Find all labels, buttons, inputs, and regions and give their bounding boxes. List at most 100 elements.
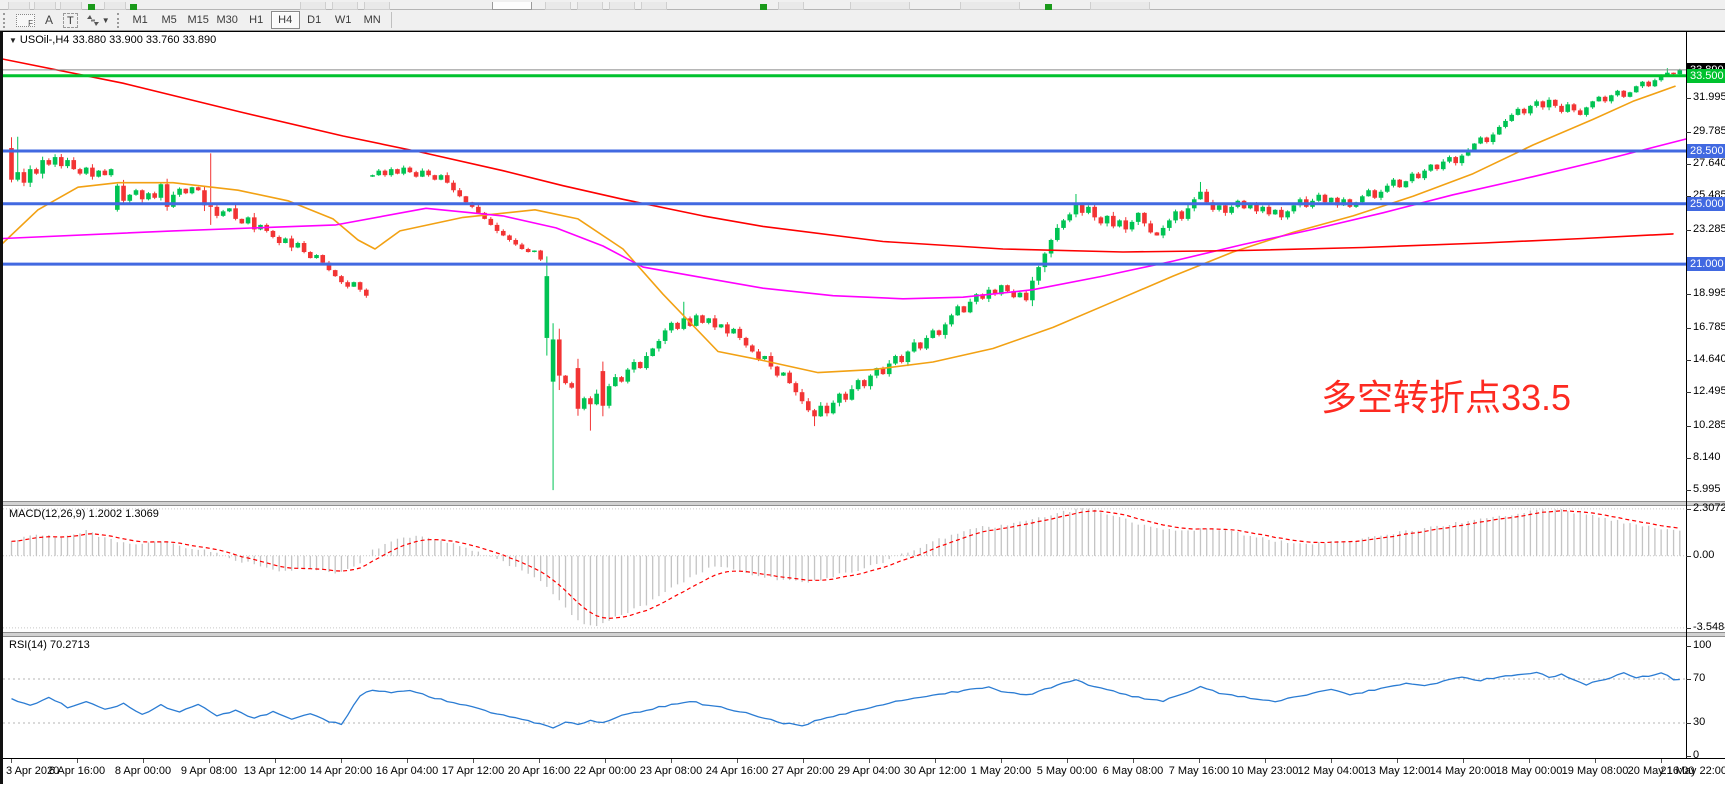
time-tick xyxy=(671,759,672,763)
cut-green-icon xyxy=(130,4,137,10)
candlestick-chart[interactable] xyxy=(3,32,1725,501)
cut-button xyxy=(960,2,1020,10)
price-tick-label: 29.785 xyxy=(1693,124,1725,137)
axis-tick xyxy=(1686,425,1691,427)
toolbar-grip[interactable] xyxy=(3,12,8,28)
axis-tick xyxy=(1686,294,1691,296)
timeframe-button-m15[interactable]: M15 xyxy=(187,14,209,26)
time-tick xyxy=(1595,759,1596,763)
cut-green-icon xyxy=(760,4,767,10)
time-tick-label: 7 May 16:00 xyxy=(1168,765,1230,777)
cut-button xyxy=(850,2,910,10)
time-tick-label: 21 May 22:00 xyxy=(1660,765,1725,777)
time-tick xyxy=(539,759,540,763)
level-price-label: 28.500 xyxy=(1687,144,1725,159)
cut-green-icon xyxy=(88,4,95,10)
style-button[interactable]: ▼ xyxy=(82,11,114,29)
cut-button xyxy=(8,2,30,10)
axis-tick xyxy=(1686,646,1691,647)
timeframe-button-h4[interactable]: H4 xyxy=(270,11,300,29)
price-chart-panel[interactable]: ▼ USOil-,H4 33.880 33.900 33.760 33.890 多… xyxy=(3,32,1725,501)
macd-header: MACD(12,26,9) 1.2002 1.3069 xyxy=(9,508,159,520)
cut-button xyxy=(778,2,804,10)
toolbar-separator xyxy=(390,12,392,28)
time-tick xyxy=(77,759,78,763)
timeframe-button-d1[interactable]: D1 xyxy=(307,14,322,26)
chart-title: USOil-,H4 33.880 33.900 33.760 33.890 xyxy=(19,34,217,46)
price-tick-label: 0 xyxy=(1693,749,1700,761)
font-button[interactable]: A xyxy=(39,11,59,29)
price-tick-label: 16.785 xyxy=(1693,320,1725,333)
level-price-label: 25.000 xyxy=(1687,196,1725,211)
price-tick-label: 70 xyxy=(1693,672,1706,684)
cut-button xyxy=(104,2,126,10)
timeframe-button-h1[interactable]: H1 xyxy=(249,14,264,26)
time-tick xyxy=(803,759,804,763)
time-tick-label: 20 Apr 16:00 xyxy=(507,765,571,777)
style-arrows-icon xyxy=(86,14,99,26)
cut-button xyxy=(641,2,667,10)
time-tick-label: 29 Apr 04:00 xyxy=(837,765,901,777)
timeframe-button-mn[interactable]: MN xyxy=(363,14,381,26)
panel-splitter[interactable] xyxy=(3,632,1725,637)
axis-tick xyxy=(1686,490,1691,492)
chart-dropdown-icon[interactable]: ▼ xyxy=(9,36,17,45)
time-tick-label: 1 May 20:00 xyxy=(970,765,1032,777)
time-tick xyxy=(935,759,936,763)
chart-title-row[interactable]: ▼ USOil-,H4 33.880 33.900 33.760 33.890 xyxy=(9,34,216,46)
time-tick-label: 9 Apr 08:00 xyxy=(180,765,238,777)
time-tick xyxy=(473,759,474,763)
text-label-button[interactable]: T xyxy=(59,11,82,29)
cut-button xyxy=(364,2,390,10)
cut-button xyxy=(1090,2,1150,10)
cut-button xyxy=(300,2,326,10)
price-tick-label: 18.995 xyxy=(1693,287,1725,300)
axis-tick xyxy=(1686,327,1691,329)
time-tick xyxy=(1067,759,1068,763)
time-tick xyxy=(11,759,12,763)
time-tick-label: 13 Apr 12:00 xyxy=(243,765,307,777)
price-tick-label: 5.995 xyxy=(1693,483,1721,496)
timeframe-button-m5[interactable]: M5 xyxy=(161,14,177,26)
panel-splitter[interactable] xyxy=(3,501,1725,506)
time-tick-label: 16 Apr 04:00 xyxy=(375,765,439,777)
time-tick-label: 3 Apr 2020 xyxy=(6,765,60,777)
time-tick-label: 23 Apr 08:00 xyxy=(639,765,703,777)
axis-tick xyxy=(1686,131,1691,133)
timeframe-button-w1[interactable]: W1 xyxy=(334,14,352,26)
time-tick-label: 17 Apr 12:00 xyxy=(441,765,505,777)
time-tick xyxy=(869,759,870,763)
toolbar-grip[interactable] xyxy=(116,12,122,28)
time-tick xyxy=(605,759,606,763)
cut-button xyxy=(60,2,82,10)
timeframe-button-m1[interactable]: M1 xyxy=(132,14,148,26)
font-icon: A xyxy=(44,13,53,27)
time-tick-label: 12 May 04:00 xyxy=(1297,765,1365,777)
level-price-label: 21.000 xyxy=(1687,257,1725,272)
price-tick-label: 23.285 xyxy=(1693,222,1725,235)
axis-tick xyxy=(1686,555,1691,557)
time-tick-label: 30 Apr 12:00 xyxy=(903,765,967,777)
price-axis-line xyxy=(1686,32,1687,758)
time-tick-label: 13 May 12:00 xyxy=(1363,765,1431,777)
cut-button xyxy=(609,2,635,10)
timeframe-button-m30[interactable]: M30 xyxy=(216,14,238,26)
axis-tick xyxy=(1686,627,1691,629)
time-tick xyxy=(1001,759,1002,763)
rsi-panel[interactable]: RSI(14) 70.2713 xyxy=(3,637,1725,758)
time-tick-label: 10 May 23:00 xyxy=(1231,765,1299,777)
time-axis[interactable]: 3 Apr 2020 6 Apr 16:00 8 Apr 00:00 9 Apr 08… xyxy=(3,758,1725,785)
time-tick-label: 20 May 16:00 xyxy=(1627,765,1695,777)
macd-panel[interactable]: MACD(12,26,9) 1.2002 1.3069 xyxy=(3,506,1725,632)
time-tick xyxy=(143,759,144,763)
time-tick xyxy=(1661,759,1662,763)
cut-button xyxy=(545,2,571,10)
chart-shift-button[interactable]: F xyxy=(12,11,39,29)
axis-tick xyxy=(1686,359,1691,361)
price-tick-label: -3.5484 xyxy=(1693,620,1725,633)
macd-chart[interactable] xyxy=(3,506,1725,632)
time-tick-label: 24 Apr 16:00 xyxy=(705,765,769,777)
rsi-chart[interactable] xyxy=(3,637,1725,758)
time-tick-label: 14 Apr 20:00 xyxy=(309,765,373,777)
cut-button xyxy=(577,2,603,10)
